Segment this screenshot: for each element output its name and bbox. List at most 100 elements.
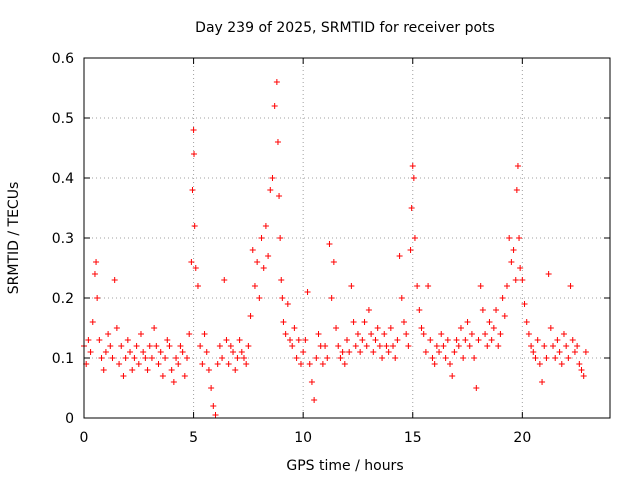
- data-point: [328, 295, 335, 301]
- data-point: [122, 355, 129, 361]
- data-point: [304, 289, 311, 295]
- data-point: [164, 337, 171, 343]
- data-point: [444, 337, 451, 343]
- data-point: [427, 337, 434, 343]
- data-point: [516, 235, 523, 241]
- data-point: [381, 331, 388, 337]
- data-point: [514, 163, 521, 169]
- data-point: [153, 343, 160, 349]
- data-point: [363, 343, 370, 349]
- data-point: [425, 283, 432, 289]
- data-point: [408, 205, 415, 211]
- data-point: [212, 412, 219, 418]
- x-tick-label: 20: [513, 430, 531, 446]
- data-point: [565, 355, 572, 361]
- data-point: [493, 307, 500, 313]
- data-point: [512, 277, 519, 283]
- data-point: [488, 337, 495, 343]
- data-point: [440, 343, 447, 349]
- data-point: [201, 331, 208, 337]
- data-point: [374, 325, 381, 331]
- data-point: [418, 325, 425, 331]
- data-point: [552, 355, 559, 361]
- data-point: [547, 325, 554, 331]
- y-tick-label: 0.1: [52, 351, 74, 367]
- data-point: [284, 301, 291, 307]
- data-point: [113, 325, 120, 331]
- y-tick-label: 0.2: [52, 291, 74, 307]
- data-point: [326, 241, 333, 247]
- data-point: [219, 355, 226, 361]
- data-point: [523, 319, 530, 325]
- axis-ticks: 0 0.1 0.2 0.3 0.4 0.5 0.6 0 5 10 15 20: [52, 51, 610, 446]
- data-point: [330, 259, 337, 265]
- data-point: [208, 385, 215, 391]
- data-point: [170, 379, 177, 385]
- data-point: [100, 367, 107, 373]
- data-point: [188, 259, 195, 265]
- data-point: [352, 343, 359, 349]
- data-point: [578, 367, 585, 373]
- x-tick-label: 10: [294, 430, 312, 446]
- data-point: [499, 295, 506, 301]
- data-point: [405, 343, 412, 349]
- data-point: [205, 367, 212, 373]
- data-point: [118, 343, 125, 349]
- data-point: [184, 355, 191, 361]
- data-point: [398, 295, 405, 301]
- data-point: [350, 319, 357, 325]
- data-point: [477, 283, 484, 289]
- data-point: [392, 355, 399, 361]
- data-point: [517, 265, 524, 271]
- data-point: [93, 259, 100, 265]
- data-point: [227, 343, 234, 349]
- data-point: [85, 337, 92, 343]
- data-point: [409, 163, 416, 169]
- data-point: [238, 349, 245, 355]
- data-point: [479, 307, 486, 313]
- data-point: [473, 385, 480, 391]
- data-point: [276, 193, 283, 199]
- data-point: [297, 361, 304, 367]
- data-point: [554, 337, 561, 343]
- data-point: [475, 337, 482, 343]
- y-tick-label: 0.5: [52, 111, 74, 127]
- data-point: [411, 235, 418, 241]
- data-point: [508, 259, 515, 265]
- data-point: [151, 325, 158, 331]
- data-point: [306, 361, 313, 367]
- data-point: [102, 349, 109, 355]
- data-point: [109, 355, 116, 361]
- data-point: [287, 337, 294, 343]
- data-point: [140, 349, 147, 355]
- data-point: [308, 379, 315, 385]
- data-point: [376, 343, 383, 349]
- data-point: [277, 235, 284, 241]
- data-point: [251, 283, 258, 289]
- data-point: [569, 337, 576, 343]
- data-point: [545, 271, 552, 277]
- data-point: [410, 175, 417, 181]
- data-point: [394, 337, 401, 343]
- data-point: [556, 349, 563, 355]
- data-point: [291, 325, 298, 331]
- data-point: [111, 277, 118, 283]
- chart-title: Day 239 of 2025, SRMTID for receiver pot…: [195, 20, 495, 36]
- data-point: [177, 343, 184, 349]
- data-point: [455, 343, 462, 349]
- data-point: [262, 223, 269, 229]
- data-point: [447, 361, 454, 367]
- data-point: [422, 349, 429, 355]
- data-point: [210, 403, 217, 409]
- data-point: [116, 361, 123, 367]
- data-point: [339, 349, 346, 355]
- data-point: [197, 343, 204, 349]
- data-point: [302, 337, 309, 343]
- data-point: [236, 337, 243, 343]
- data-point: [497, 331, 504, 337]
- data-point: [539, 379, 546, 385]
- data-point: [146, 343, 153, 349]
- data-point: [190, 127, 197, 133]
- data-point: [486, 319, 493, 325]
- data-point: [466, 343, 473, 349]
